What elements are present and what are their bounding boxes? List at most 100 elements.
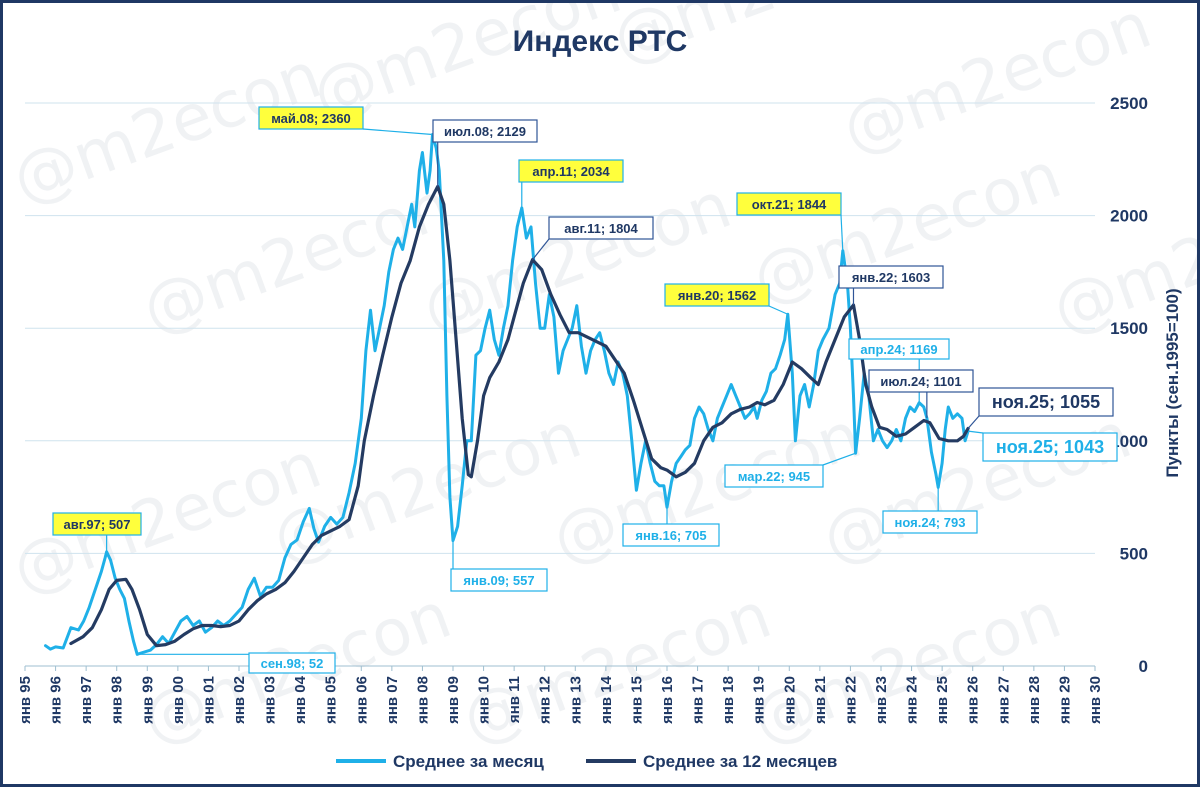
watermark-layer: @m2econ@m2econ @m2econ@m2econ@m2econ @m2ec… — [3, 3, 1197, 758]
annotation-box — [248, 652, 336, 674]
x-tick-label: янв 03 — [262, 676, 279, 724]
x-tick-label: янв 13 — [567, 676, 584, 724]
chart-title: Индекс РТС — [513, 25, 688, 58]
annotation-label: май.08; 2360 — [271, 111, 351, 126]
annotation-callout: ноя.24; 793 — [882, 487, 978, 534]
x-tick-label: янв 04 — [292, 675, 309, 724]
annotation-layer: авг.97; 507 сен.98; 52 май.08; 2360 июл.08;… — [52, 106, 1118, 674]
y-tick-label: 1500 — [1110, 319, 1148, 338]
annotation-box — [838, 265, 944, 289]
x-tick-label: янв 02 — [231, 676, 248, 724]
annotation-box — [432, 119, 538, 143]
x-tick-label: янв 14 — [598, 675, 615, 724]
annotation-callout: янв.22; 1603 — [838, 265, 944, 306]
annotation-callout: сен.98; 52 — [137, 652, 336, 674]
annotation-box — [664, 283, 770, 307]
annotation-callout: авг.11; 1804 — [532, 216, 654, 261]
x-tick-label: янв 27 — [995, 676, 1012, 724]
x-tick-label: янв 30 — [1087, 676, 1104, 724]
annotation-leader — [362, 128, 433, 136]
y-tick-label: 0 — [1139, 657, 1148, 676]
annotation-callout: ноя.25; 1043 — [968, 430, 1118, 462]
annotation-label: янв.22; 1603 — [852, 270, 930, 285]
annotation-box — [868, 369, 974, 393]
y-tick-label: 500 — [1120, 544, 1148, 563]
annotation-box — [258, 106, 364, 130]
annotation-callout: июл.24; 1101 — [868, 369, 974, 419]
annotation-callout: янв.20; 1562 — [664, 283, 788, 315]
annotation-callout: апр.11; 2034 — [518, 159, 624, 208]
x-tick-label: янв 24 — [904, 675, 921, 724]
legend: Среднее за месяц Среднее за 12 месяцев — [336, 752, 837, 771]
x-tick-label: янв 06 — [353, 676, 370, 724]
annotation-leader — [968, 430, 984, 434]
watermark-text: @m2econ — [413, 169, 740, 348]
annotation-label: ноя.24; 793 — [895, 515, 966, 530]
x-tick-label: янв 23 — [873, 676, 890, 724]
annotation-label: окт.21; 1844 — [752, 197, 827, 212]
legend-label-monthly: Среднее за месяц — [393, 752, 544, 771]
watermark-text: @m2econ — [813, 399, 1140, 578]
x-axis-ticks: янв 95 янв 96 янв 97 янв 98 янв 99 янв 00 янв … — [17, 666, 1104, 724]
grid-layer — [25, 102, 1095, 667]
rts-index-chart: @m2econ@m2econ @m2econ@m2econ@m2econ @m2ec… — [3, 3, 1197, 771]
y-tick-label: 2500 — [1110, 94, 1148, 113]
x-tick-label: янв 20 — [781, 676, 798, 724]
x-tick-label: янв 09 — [445, 676, 462, 724]
annotation-callout: июл.08; 2129 — [432, 119, 538, 187]
annotation-label: ноя.25; 1043 — [996, 437, 1104, 457]
annotation-box — [848, 338, 950, 360]
annotation-leader — [840, 214, 844, 251]
annotation-label: янв.16; 705 — [635, 528, 706, 543]
annotation-label: янв.09; 557 — [463, 573, 534, 588]
x-tick-label: янв 21 — [812, 676, 829, 724]
x-tick-label: янв 26 — [965, 676, 982, 724]
annotation-callout: мар.22; 945 — [724, 452, 856, 488]
annotation-leader — [822, 452, 856, 466]
x-tick-label: янв 99 — [139, 676, 156, 724]
annotation-leader — [967, 415, 980, 429]
annotation-label: июл.24; 1101 — [880, 374, 961, 389]
annotation-callout: ноя.25; 1055 — [967, 387, 1114, 429]
x-tick-label: янв 22 — [842, 676, 859, 724]
x-tick-label: янв 08 — [414, 676, 431, 724]
x-tick-label: янв 95 — [17, 676, 34, 724]
annotation-box — [518, 159, 624, 183]
watermark-text: @m2econ — [833, 3, 1160, 168]
annotation-label: авг.11; 1804 — [564, 221, 638, 236]
y-tick-label: 2000 — [1110, 207, 1148, 226]
annotation-callout: май.08; 2360 — [258, 106, 433, 136]
annotation-callout: янв.16; 705 — [622, 507, 720, 547]
annotation-box — [982, 432, 1118, 462]
annotation-label: мар.22; 945 — [738, 469, 810, 484]
x-tick-label: янв 07 — [384, 676, 401, 724]
annotation-leader — [768, 305, 788, 315]
watermark-text: @m2econ — [743, 579, 1070, 758]
x-tick-label: янв 05 — [323, 676, 340, 724]
annotation-label: июл.08; 2129 — [444, 124, 526, 139]
x-tick-label: янв 25 — [934, 676, 951, 724]
annotation-box — [736, 192, 842, 216]
annotation-label: ноя.25; 1055 — [992, 392, 1100, 412]
x-tick-label: янв 28 — [1026, 676, 1043, 724]
annotation-label: апр.11; 2034 — [532, 164, 610, 179]
annual-series-line — [69, 184, 970, 648]
annotation-label: сен.98; 52 — [261, 656, 324, 671]
x-tick-label: янв 00 — [170, 676, 187, 724]
y-axis-ticks: 0 500 1000 1500 2000 2500 — [1110, 94, 1148, 676]
x-tick-label: янв 29 — [1056, 676, 1073, 724]
monthly-series-line — [44, 133, 970, 656]
x-tick-label: янв 98 — [109, 676, 126, 724]
annotation-label: янв.20; 1562 — [678, 288, 756, 303]
watermark-text: @m2econ — [743, 139, 1070, 318]
x-tick-label: янв 11 — [506, 676, 523, 723]
y-axis-label: Пункты (сен.1995=100) — [1163, 288, 1182, 477]
x-tick-label: янв 10 — [476, 676, 493, 724]
x-tick-label: янв 12 — [537, 676, 554, 724]
annotation-callout: окт.21; 1844 — [736, 192, 844, 251]
x-tick-label: янв 97 — [78, 676, 95, 724]
annotation-label: апр.24; 1169 — [860, 342, 937, 357]
annotation-box — [450, 568, 548, 592]
annotation-box — [548, 216, 654, 240]
legend-label-annual: Среднее за 12 месяцев — [643, 752, 837, 771]
